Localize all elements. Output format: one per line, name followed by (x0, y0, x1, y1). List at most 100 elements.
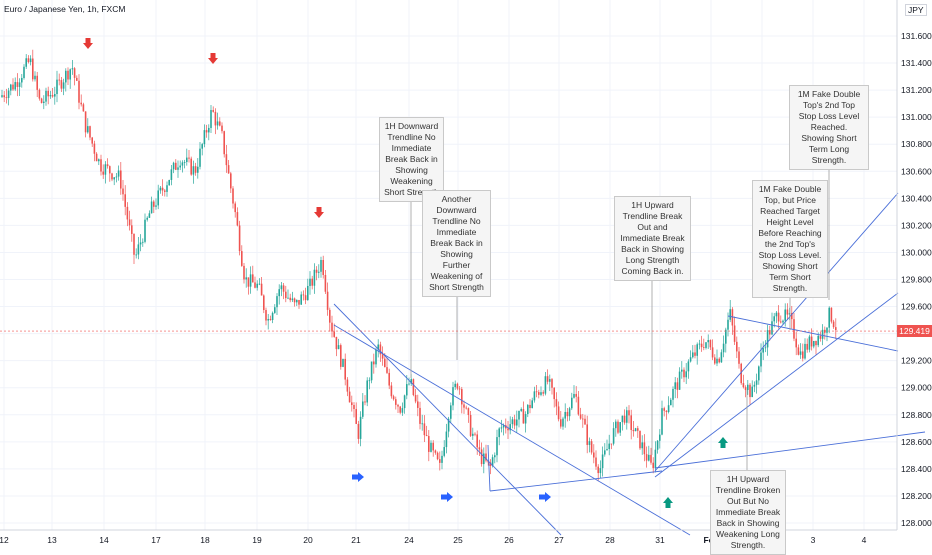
candle-body (641, 442, 643, 449)
candle-body (247, 277, 250, 287)
candle-body (540, 392, 542, 395)
candle-body (533, 391, 536, 401)
candle-body (709, 340, 712, 348)
candle-body (278, 289, 280, 297)
candle-body (192, 166, 195, 175)
candle-body (795, 338, 797, 348)
candle-body (687, 361, 690, 372)
candle-body (135, 254, 137, 256)
candle-body (113, 177, 115, 180)
annotation-note[interactable]: 1H Downward Trendline No Immediate Break… (379, 117, 444, 202)
candle-body (652, 462, 654, 469)
annotation-note[interactable]: 1M Fake Double Top, but Price Reached Ta… (752, 180, 828, 298)
candle-body (452, 387, 454, 406)
price-tick-label: 129.800 (901, 275, 932, 285)
candle-body (703, 347, 705, 348)
candle-body (507, 428, 509, 431)
annotation-note[interactable]: 1M Fake Double Top's 2nd Top Stop Loss L… (789, 85, 869, 170)
annotation-note[interactable]: 1H Upward Trendline Break Out and Immedi… (614, 196, 691, 281)
candle-body (544, 376, 547, 394)
candle-body (817, 335, 819, 346)
candle-body (764, 347, 767, 349)
candle-body (137, 244, 140, 255)
candle-body (458, 388, 461, 390)
candle-body (480, 449, 483, 465)
candle-body (289, 297, 291, 301)
annotation-note[interactable]: 1H Upward Trendline Broken Out But No Im… (710, 470, 786, 555)
candle-body (390, 385, 393, 397)
candle-body (623, 415, 626, 423)
candle-body (729, 309, 731, 320)
candle-body (648, 454, 650, 461)
candle-body (287, 297, 289, 299)
candle-body (524, 414, 527, 424)
candle-body (25, 58, 27, 67)
candle-body (164, 190, 166, 192)
candle-body (133, 233, 135, 255)
candle-body (705, 342, 707, 348)
candle-body (736, 341, 738, 352)
candle-body (485, 453, 487, 461)
candle-body (93, 143, 96, 154)
candle-body (142, 241, 144, 243)
time-tick-label: 19 (252, 535, 262, 545)
candle-body (797, 347, 800, 355)
candle-body (441, 455, 443, 463)
candle-body (155, 205, 157, 207)
candle-body (333, 331, 335, 337)
candle-body (234, 203, 236, 213)
candle-body (377, 344, 379, 350)
candle-body (725, 329, 727, 344)
candle-body (56, 79, 58, 95)
candle-body (799, 351, 802, 355)
candle-body (753, 384, 756, 387)
candle-body (423, 423, 426, 436)
candle-body (102, 171, 104, 175)
candle-body (786, 309, 789, 315)
candle-body (291, 298, 294, 301)
candle-body (285, 291, 287, 299)
candle-body (762, 348, 764, 353)
candle-body (183, 162, 186, 163)
candle-body (714, 357, 716, 364)
candle-body (628, 410, 630, 416)
trendline (654, 192, 899, 472)
candle-body (1, 95, 3, 97)
trendline (654, 292, 899, 478)
candle-body (318, 271, 320, 273)
candle-body (388, 372, 390, 386)
candle-body (626, 410, 628, 423)
candle-body (355, 409, 357, 424)
candle-body (293, 298, 296, 303)
candle-body (551, 379, 553, 388)
candle-body (586, 424, 588, 445)
currency-label[interactable]: JPY (905, 4, 927, 16)
candle-body (450, 405, 452, 419)
candle-body (678, 371, 681, 390)
candle-body (617, 421, 619, 433)
time-tick-label: 17 (151, 535, 161, 545)
candle-body (560, 419, 562, 427)
candle-body (348, 391, 351, 403)
candle-body (23, 66, 25, 78)
candle-body (643, 442, 646, 455)
candle-body (71, 68, 74, 70)
candle-body (124, 194, 126, 207)
candle-body (230, 173, 232, 189)
candle-body (784, 309, 786, 321)
candle-body (447, 418, 450, 432)
candle-body (276, 296, 278, 308)
candle-body (12, 84, 14, 90)
annotation-note[interactable]: Another Downward Trendline No Immediate … (422, 190, 491, 297)
candle-body (810, 336, 813, 347)
candle-body (698, 343, 701, 345)
price-tick-label: 131.000 (901, 112, 932, 122)
candle-body (67, 70, 69, 80)
candle-body (436, 452, 439, 460)
price-tick-label: 130.600 (901, 166, 932, 176)
candle-body (73, 68, 76, 78)
candle-body (692, 352, 694, 358)
candle-body (256, 283, 258, 288)
candle-body (302, 294, 305, 296)
